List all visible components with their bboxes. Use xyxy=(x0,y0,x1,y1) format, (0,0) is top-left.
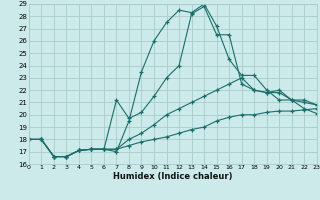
X-axis label: Humidex (Indice chaleur): Humidex (Indice chaleur) xyxy=(113,172,233,181)
